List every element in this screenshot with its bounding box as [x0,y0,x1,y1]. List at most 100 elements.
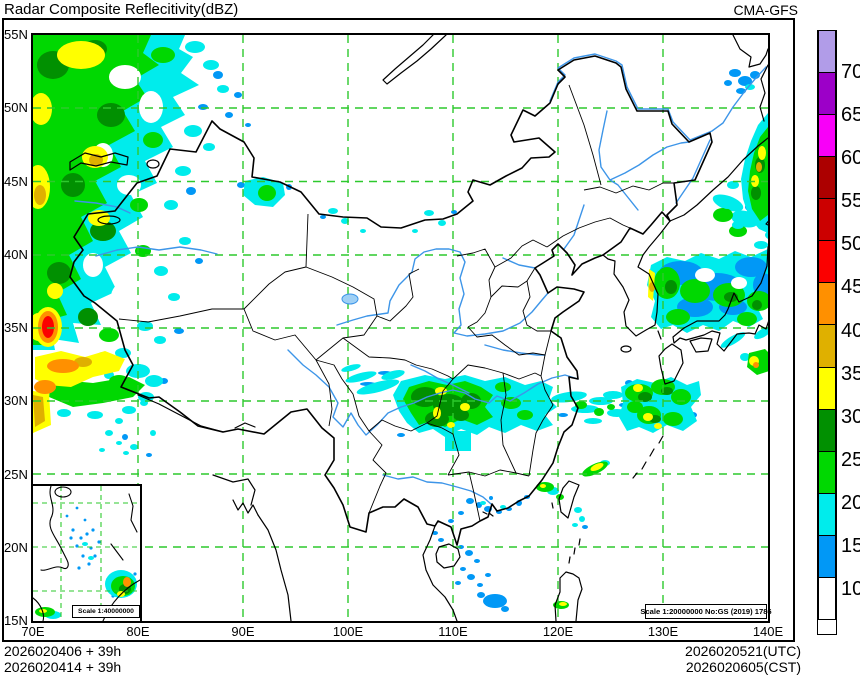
colorbar-tick-65: 65 [841,104,860,127]
lat-label-55n: 55N [4,27,28,42]
lat-label-20n: 20N [4,539,28,555]
model-name-label: CMA-GFS [733,2,798,18]
lon-label-100e: 100E [332,624,364,639]
rivers [74,53,767,505]
tarim-river [95,246,218,257]
colorbar-cell-0 [818,30,836,74]
jeju-island [620,345,632,353]
han-river [410,364,470,394]
colorbar-tick-50: 50 [841,233,860,256]
colorbar [817,30,837,635]
colorbar-cell-8 [818,366,836,410]
lon-label-70e: 70E [21,624,45,639]
huai-river [484,344,546,356]
liao-river [563,204,585,250]
myanmar-coast [257,514,292,622]
china-border [69,55,713,546]
inset-graticule [33,486,140,621]
luzon [554,571,583,622]
echo-south-specks [432,460,610,612]
echo-northeast-coast [722,69,768,233]
lat-label-35n: 35N [4,320,28,335]
issyk-kul-lake [97,215,121,225]
colorbar-cell-13 [818,576,836,620]
pearl-river [382,474,492,505]
ussuri-river [675,139,711,204]
colorbar-cell-12 [818,534,836,578]
bengal-coast [212,474,259,516]
colorbar-tick-15: 15 [841,534,860,557]
lon-label-80e: 80E [126,624,150,639]
vietnam-coast [422,525,458,622]
map-canvas [26,34,786,622]
tsushima [657,330,662,340]
colorbar-tick-40: 40 [841,319,860,342]
colorbar-tick-10: 10 [841,577,860,600]
echo-north-specks [320,208,457,233]
colorbar-cell-1 [818,72,836,116]
baikal-lake [382,34,447,85]
colorbar-cell-4 [818,198,836,242]
province-boundaries [118,84,674,522]
inset-map [31,484,142,623]
yellow-river [336,248,549,337]
lat-label-45n: 45N [4,173,28,189]
russia-japan-sea-coast [669,137,769,222]
graticule [33,35,768,621]
hainan [435,543,461,569]
colorbar-tick-20: 20 [841,491,860,514]
run-time-utc: 2026020406 + 39h [4,643,122,659]
echo-south-japan [720,326,781,376]
songhua-river [598,110,690,211]
echo-northwest [26,35,251,457]
lat-label-50n: 50N [4,100,28,116]
lon-label-110e: 110E [438,624,468,639]
lon-label-130e: 130E [647,624,679,639]
balkhash-lake [69,152,129,171]
national-borders [69,34,786,622]
amur-river [549,53,767,141]
lat-label-15n: 15N [4,613,28,628]
echo-east-china-sea [603,377,701,433]
echo-central-band [341,364,627,451]
yangtze-river [287,349,579,436]
lon-label-90e: 90E [231,624,255,639]
pearl-delta-marks [482,511,494,517]
kyushu [658,343,684,385]
colorbar-cell-6 [818,282,836,326]
colorbar-cell-7 [818,324,836,368]
colorbar-tick-30: 30 [841,405,860,428]
lon-label-120e: 120E [542,624,574,639]
lat-label-25n: 25N [4,466,28,482]
okhotsk-coast [732,34,769,122]
colorbar-tick-45: 45 [841,276,860,299]
colorbar-tick-70: 70 [841,61,860,84]
radar-echo-layer [26,35,781,612]
babuyan-islands [568,538,581,564]
lat-label-40n: 40N [4,246,28,262]
alakol-lake [146,159,160,169]
penghu [551,502,554,509]
colorbar-tick-55: 55 [841,190,860,213]
lon-label-140e: 140E [752,624,784,639]
colorbar-tick-35: 35 [841,362,860,385]
colorbar-cell-2 [818,114,836,158]
lat-label-30n: 30N [4,393,28,409]
colorbar-tick-25: 25 [841,448,860,471]
qinghai-lake [341,293,359,305]
colorbar-cell-10 [818,450,836,494]
echo-altai [237,177,292,207]
echo-sea-of-japan [647,194,781,333]
run-time-cst: 2026020414 + 39h [4,659,122,675]
shikoku [689,337,713,353]
taiwan [558,480,580,519]
korea-coast [602,220,671,337]
ryukyu-islands [632,435,664,479]
colorbar-cell-9 [818,408,836,452]
colorbar-tick-60: 60 [841,147,860,170]
valid-time-utc: 2026020521(UTC) [685,643,801,659]
outer-frame [2,18,795,642]
inset-coastlines [32,485,141,622]
valid-time-cst: 2026020605(CST) [685,659,801,675]
